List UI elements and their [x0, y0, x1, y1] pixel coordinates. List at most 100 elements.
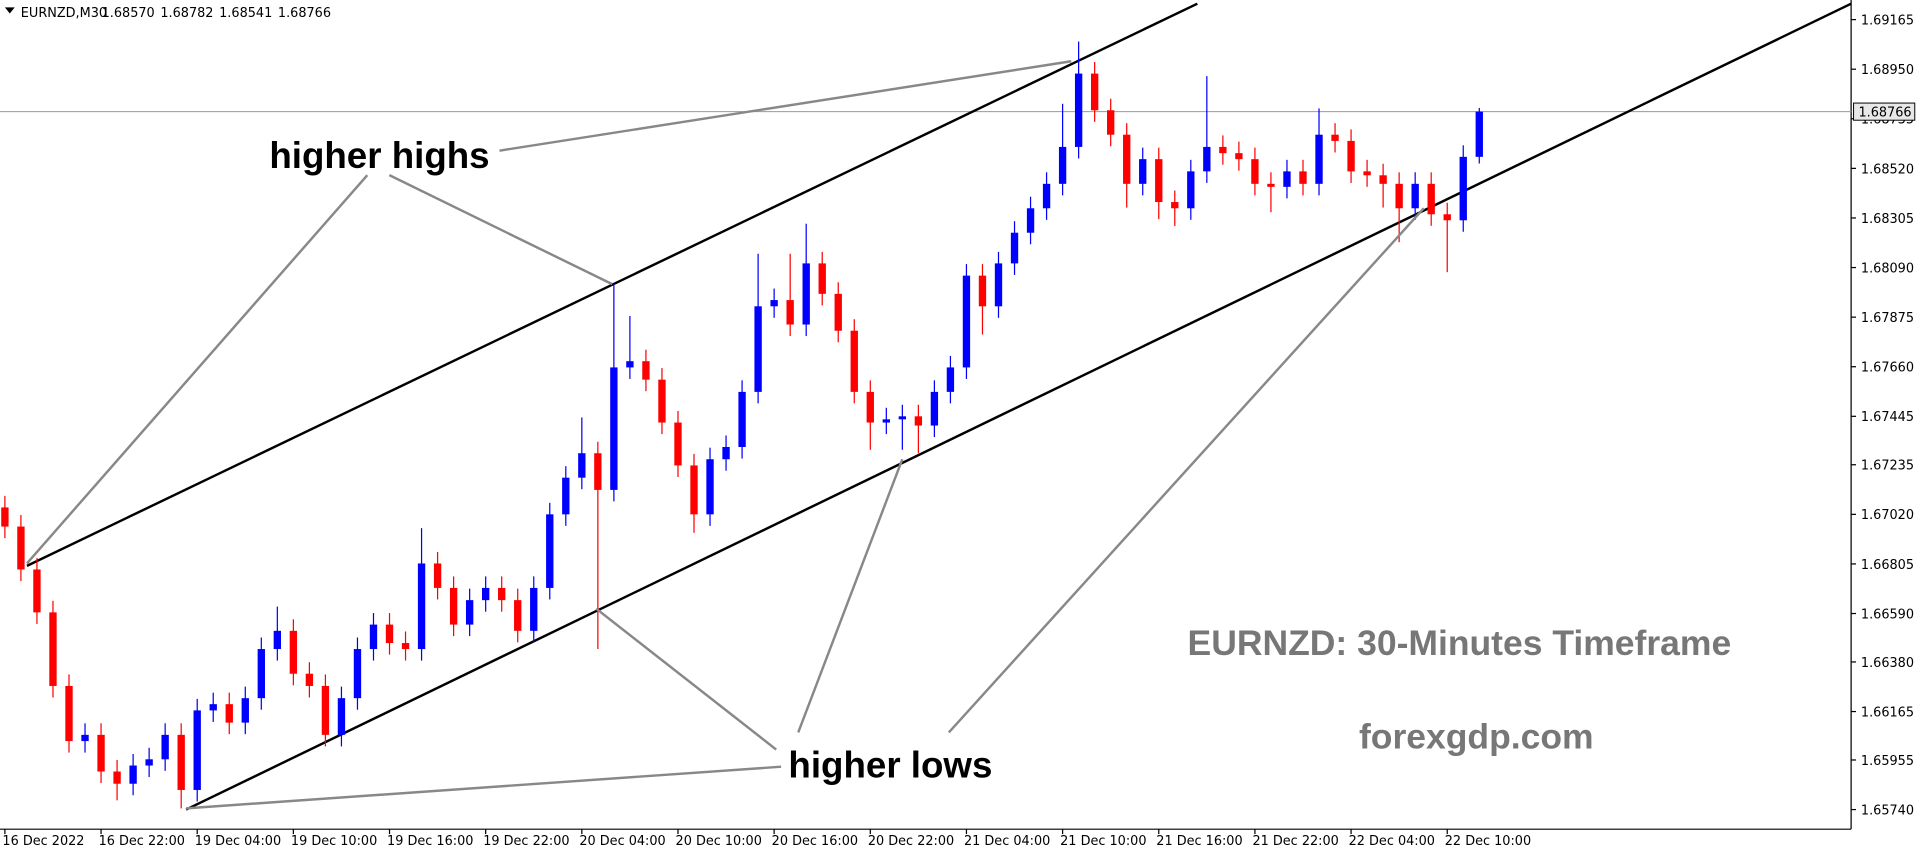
pointer-line [797, 458, 904, 733]
y-tick-label: 1.68090 [1861, 261, 1914, 276]
candle-body [1283, 171, 1291, 187]
candle-body [578, 453, 586, 478]
y-tick-label: 1.66380 [1861, 656, 1914, 671]
x-tick-label: 22 Dec 10:00 [1445, 834, 1531, 849]
candle-body [738, 391, 746, 447]
annotation: higher lows [788, 745, 992, 786]
candle-body [209, 704, 217, 711]
header-close: 1.68766 [278, 6, 331, 21]
candle-body [1427, 183, 1435, 215]
x-tick-label: 20 Dec 16:00 [772, 834, 858, 849]
trend-channel [26, 2, 1852, 811]
header-low: 1.68541 [219, 6, 272, 21]
price-label-box [1853, 102, 1916, 121]
x-tick-label: 22 Dec 04:00 [1349, 834, 1435, 849]
candle-body [818, 263, 826, 294]
pointer-line [388, 174, 613, 286]
candle-body [1155, 159, 1163, 203]
candle-body [1347, 140, 1355, 172]
candle-body [1074, 73, 1083, 147]
pointer-line [947, 207, 1425, 734]
y-tick-label: 1.69165 [1861, 14, 1914, 29]
candle-body [1139, 159, 1147, 184]
candle-body [257, 649, 265, 699]
candle-body [866, 391, 874, 423]
price-label: 1.68766 [1858, 106, 1911, 121]
candle-body [1219, 146, 1227, 154]
x-tick-label: 16 Dec 2022 [2, 834, 84, 849]
candle-body [594, 453, 602, 490]
header-icon [4, 7, 15, 14]
x-tick-label: 16 Dec 22:00 [99, 834, 185, 849]
candle-body [802, 263, 810, 325]
candle-body [1042, 183, 1051, 209]
candle-body [1443, 214, 1451, 221]
candle-body [1395, 183, 1403, 209]
candle-body [1026, 208, 1035, 233]
candles [1, 41, 1483, 809]
candle-body [145, 759, 153, 766]
candle-body [1267, 183, 1275, 187]
candle-body [177, 734, 185, 790]
candle-body [658, 379, 666, 423]
header-open: 1.68570 [102, 6, 155, 21]
candle-body [674, 422, 682, 466]
candle-body [626, 361, 634, 368]
candle-body [1251, 159, 1259, 184]
candle-body [786, 300, 794, 325]
y-tick-label: 1.67875 [1861, 311, 1914, 326]
y-tick-label: 1.66805 [1861, 558, 1914, 573]
candle-body [305, 673, 314, 686]
candle-body [1459, 156, 1467, 221]
pointer-lines [26, 60, 1425, 810]
candle-body [1331, 134, 1339, 141]
candle-body [1299, 171, 1307, 184]
candle-body [1363, 171, 1371, 176]
y-tick-label: 1.66165 [1861, 705, 1914, 720]
candle-body [706, 459, 714, 515]
candle-body [417, 563, 426, 650]
pointer-line [499, 60, 1072, 152]
y-tick-label: 1.67660 [1861, 361, 1914, 376]
pointer-line [595, 607, 777, 751]
candle-body [1411, 183, 1419, 209]
candle-body [1203, 146, 1211, 172]
y-tick-label: 1.65955 [1861, 754, 1914, 769]
y-tick-label: 1.68520 [1861, 162, 1914, 177]
candle-body [17, 526, 25, 570]
candle-body [241, 698, 249, 723]
candle-body [1187, 171, 1195, 209]
candle-body [882, 419, 890, 423]
candle-body [498, 587, 506, 601]
watermark: EURNZD: 30-Minutes Timeframe [1188, 623, 1732, 663]
x-tick-label: 21 Dec 16:00 [1156, 834, 1242, 849]
candle-body [946, 367, 955, 392]
y-tick-label: 1.68950 [1861, 63, 1914, 78]
pointer-line [186, 765, 782, 810]
candle-body [834, 293, 842, 331]
candle-body [1, 507, 9, 527]
candle-body [49, 612, 57, 686]
candle-body [962, 275, 971, 368]
y-tick-label: 1.67020 [1861, 508, 1914, 523]
candle-body [65, 685, 73, 742]
x-tick-label: 20 Dec 10:00 [676, 834, 762, 849]
candle-body [530, 587, 538, 631]
candle-body [273, 630, 282, 650]
candle-body [930, 391, 939, 426]
candle-body [193, 710, 201, 790]
candle-body [610, 367, 618, 490]
lower-trend-line [185, 2, 1852, 811]
candle-body [722, 446, 730, 460]
candle-body [898, 416, 907, 420]
x-tick-label: 19 Dec 04:00 [195, 834, 281, 849]
watermark: forexgdp.com [1359, 716, 1594, 756]
pointer-line [26, 174, 369, 565]
candle-body [1379, 175, 1387, 184]
candle-body [1171, 202, 1179, 209]
x-tick-label: 21 Dec 10:00 [1060, 834, 1146, 849]
candle-body [449, 587, 458, 625]
candle-body [1475, 111, 1483, 157]
candle-body [994, 263, 1003, 307]
x-tick-label: 20 Dec 04:00 [579, 834, 665, 849]
